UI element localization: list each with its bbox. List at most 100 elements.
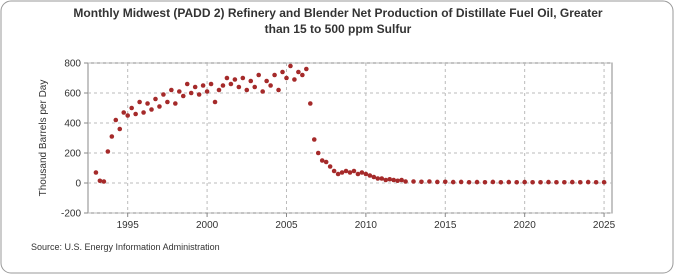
plot-area: [87, 62, 613, 214]
data-point: [399, 177, 404, 183]
data-point: [593, 179, 599, 185]
data-point: [204, 89, 210, 94]
data-point: [169, 87, 174, 93]
data-point: [419, 179, 424, 185]
data-point: [188, 90, 194, 96]
data-point: [562, 179, 567, 185]
data-point: [93, 170, 99, 175]
data-point: [280, 69, 285, 75]
data-point: [248, 78, 254, 84]
data-point: [177, 89, 182, 94]
data-point: [490, 179, 496, 185]
data-point: [196, 92, 202, 97]
data-point: [129, 105, 134, 111]
data-point: [208, 81, 214, 87]
data-point: [296, 69, 301, 75]
data-point: [260, 89, 265, 94]
data-point: [379, 176, 385, 181]
data-point: [514, 179, 520, 185]
data-point: [180, 93, 186, 99]
data-point: [577, 179, 583, 185]
data-point: [173, 101, 178, 106]
y-tick-label: -200: [61, 209, 81, 220]
data-point: [145, 101, 150, 106]
data-point: [220, 83, 226, 88]
data-point: [383, 177, 389, 183]
data-point: [264, 78, 269, 84]
data-point: [546, 179, 551, 185]
data-point: [216, 87, 222, 93]
data-point: [371, 174, 377, 180]
data-point: [224, 75, 230, 81]
data-point: [200, 83, 206, 88]
data-point: [458, 179, 464, 185]
chart-subtitle: than 15 to 500 ppm Sulfur: [265, 22, 412, 36]
data-point: [256, 72, 261, 78]
data-point: [403, 179, 408, 184]
data-point: [165, 99, 170, 105]
data-point: [311, 137, 317, 142]
data-point: [319, 158, 325, 163]
x-tick-label: 2020: [514, 220, 537, 231]
data-point: [359, 170, 365, 175]
data-point: [395, 178, 400, 184]
data-point: [133, 111, 138, 117]
data-point: [498, 179, 504, 185]
y-tick-label: 400: [64, 119, 81, 130]
data-point: [304, 66, 309, 72]
data-point: [117, 126, 123, 132]
data-point: [288, 63, 293, 69]
data-point: [121, 110, 127, 115]
data-point: [97, 178, 103, 184]
data-point: [450, 179, 456, 185]
data-point: [506, 179, 512, 185]
data-point: [466, 179, 472, 185]
data-point: [387, 176, 392, 182]
data-point: [367, 173, 373, 178]
data-point: [232, 77, 238, 82]
x-tick-label: 2005: [275, 220, 298, 231]
data-point: [375, 176, 381, 181]
x-tick-label: 1995: [117, 220, 140, 231]
data-point: [315, 150, 321, 156]
data-point: [276, 87, 281, 93]
data-point: [300, 72, 305, 78]
data-point: [113, 117, 119, 123]
data-point: [391, 177, 396, 183]
data-point: [335, 171, 341, 177]
data-point: [411, 179, 416, 184]
data-point: [157, 104, 162, 109]
data-point: [268, 83, 273, 88]
data-point: [137, 99, 142, 105]
source: Source: U.S. Energy Information Administ…: [31, 242, 220, 252]
data-point: [482, 179, 488, 185]
data-point: [363, 171, 369, 177]
data-point: [323, 159, 329, 165]
y-tick-label: 800: [64, 59, 81, 70]
data-point: [427, 179, 432, 184]
data-point: [284, 75, 289, 81]
data-point: [355, 171, 361, 177]
data-point: [570, 179, 575, 185]
data-point: [149, 107, 154, 112]
data-point: [192, 84, 198, 90]
data-point: [554, 179, 559, 185]
x-tick-label: 2000: [196, 220, 219, 231]
data-point: [435, 179, 440, 185]
data-point: [252, 84, 258, 90]
data-point: [236, 84, 242, 90]
data-point: [228, 81, 234, 87]
data-point: [331, 168, 337, 174]
data-point: [212, 99, 218, 105]
data-point: [585, 179, 591, 185]
data-point: [522, 179, 527, 185]
y-tick-label: 200: [64, 149, 81, 160]
data-point: [184, 81, 190, 87]
data-point: [347, 170, 353, 175]
x-tick-label: 2015: [434, 220, 457, 231]
data-point: [308, 101, 313, 106]
y-axis-label: Thousand Barrels per Day: [38, 80, 49, 197]
y-tick-label: 600: [64, 89, 81, 100]
